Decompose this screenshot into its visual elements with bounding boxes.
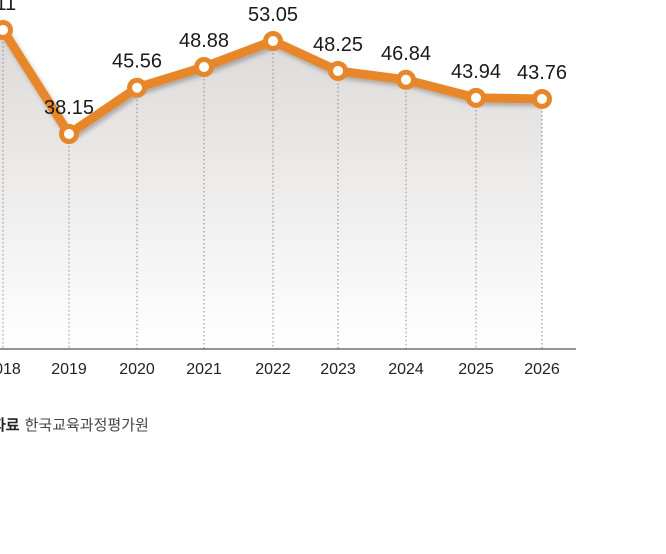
data-label: 38.15 [44,97,94,119]
source-key: 자료 [0,417,20,434]
data-label: 48.25 [313,34,363,56]
x-tick-label: 2021 [186,361,222,378]
x-tick-label: 2019 [51,361,87,378]
source-value: 한국교육과정평가원 [24,417,149,434]
data-label: 43.76 [517,62,567,84]
data-point [127,77,147,98]
x-tick-label: 2020 [119,361,155,378]
data-label: 43.94 [451,61,501,83]
data-point [59,124,79,144]
series-line [0,21,547,139]
data-point [0,20,13,40]
source-note: 자료한국교육과정평가원 [0,414,149,435]
x-tick-label: 2025 [458,361,494,378]
data-label: 53.05 [248,4,298,26]
data-point [396,69,416,90]
data-point [328,60,348,81]
x-tick-label: 2026 [524,361,560,378]
data-point [263,31,283,51]
x-tick-label: 2024 [388,361,424,378]
data-point [532,88,552,109]
x-tick-label: 2018 [0,361,21,378]
data-point [466,87,486,108]
data-label: .11 [0,0,16,15]
x-tick-label: 2023 [320,361,356,378]
data-label: 48.88 [179,30,229,52]
data-label: 45.56 [112,51,162,73]
data-point [194,57,214,78]
data-label: 46.84 [381,43,431,65]
x-tick-label: 2022 [255,361,291,378]
